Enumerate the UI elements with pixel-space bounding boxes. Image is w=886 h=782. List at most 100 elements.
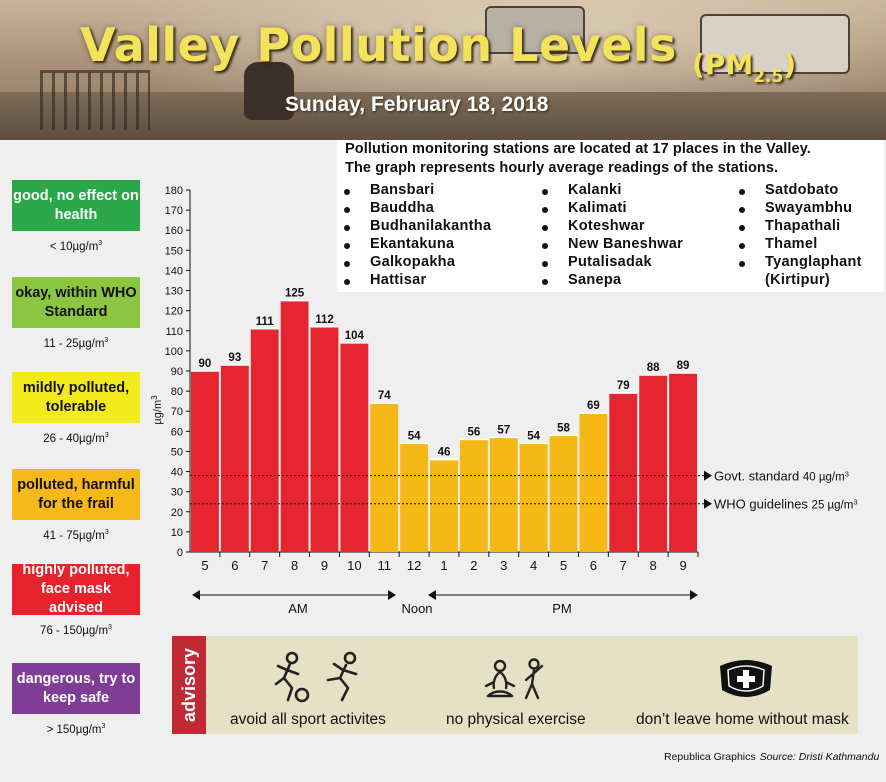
y-tick-label: 150 <box>165 245 183 257</box>
exercise-icon <box>484 658 544 700</box>
station-bullet <box>344 207 350 213</box>
y-axis-label: µg/m3 <box>150 395 164 425</box>
pm-label: PM <box>552 601 572 616</box>
bar <box>430 459 458 552</box>
bar <box>220 364 249 552</box>
x-tick-label: 8 <box>650 558 657 573</box>
station-bullet <box>542 207 548 213</box>
legend-range: 76 - 150µg/m3 <box>12 624 140 637</box>
x-tick-label: 5 <box>560 558 567 573</box>
bar-value-label: 74 <box>378 390 391 402</box>
bar-value-label: 57 <box>497 424 510 436</box>
bar-value-label: 111 <box>256 316 275 328</box>
y-tick-label: 140 <box>165 265 183 277</box>
y-tick-label: 50 <box>171 446 183 458</box>
y-tick-label: 160 <box>165 225 183 237</box>
x-axis: 5 6 7 8 9 10 11 12 1 2 3 4 5 6 7 8 9AM Noon PM <box>192 552 699 616</box>
station-name: Bauddha <box>370 200 435 216</box>
bar-value-label: 56 <box>467 426 480 438</box>
bar-value-label: 79 <box>617 380 630 392</box>
info-line-2: The graph represents hourly average read… <box>345 160 779 176</box>
bar-value-label: 90 <box>199 358 212 370</box>
credit-graphics: Republica Graphics <box>664 751 756 763</box>
station-bullet <box>542 279 548 285</box>
station-bullet <box>344 189 350 195</box>
legend-range-text: 76 - 150µg/m <box>40 624 109 637</box>
banner-car <box>485 6 585 54</box>
station-bullet <box>542 243 548 249</box>
x-tick-label: 4 <box>530 558 537 573</box>
station-name: Hattisar <box>370 272 427 288</box>
bar <box>669 373 697 552</box>
bar-value-label: 89 <box>677 360 690 372</box>
bar <box>549 435 578 552</box>
station-bullet <box>739 261 745 267</box>
bar <box>310 326 339 552</box>
legend-range-text: > 150µg/m <box>46 723 102 736</box>
bar-value-label: 69 <box>587 400 600 412</box>
bar <box>489 437 518 552</box>
page-date: Sunday, February 18, 2018 <box>285 93 549 116</box>
am-label: AM <box>288 601 308 616</box>
credit-line: Republica Graphics Source: Dristi Kathman… <box>664 751 879 763</box>
bar <box>191 371 219 552</box>
reference-label: Govt. standard 40 µg/m3 <box>714 469 849 484</box>
station-name: Thamel <box>765 236 818 252</box>
bar-value-label: 54 <box>527 430 540 442</box>
x-tick-label: 11 <box>377 558 391 573</box>
stations-info-panel <box>337 140 884 292</box>
x-tick-label: 6 <box>231 558 238 573</box>
bar <box>250 328 279 552</box>
x-tick-label: 10 <box>347 558 361 573</box>
x-tick-label: 7 <box>620 558 627 573</box>
bar <box>370 403 399 552</box>
y-tick-label: 180 <box>165 185 183 197</box>
station-bullet <box>344 261 350 267</box>
banner-motorbike <box>244 62 294 120</box>
station-name: Tyanglaphant <box>765 254 862 270</box>
legend-range-text: 26 - 40µg/m <box>43 432 105 445</box>
station-name: Kalimati <box>568 200 627 216</box>
am-range-arrow <box>192 590 200 600</box>
station-name: Satdobato <box>765 182 839 198</box>
station-name: Putalisadak <box>568 254 652 270</box>
bar <box>459 439 488 552</box>
station-name: Budhanilakantha <box>370 218 492 234</box>
station-bullet <box>344 225 350 231</box>
station-bullet <box>344 279 350 285</box>
title-pm-text: (PM <box>692 48 754 81</box>
y-tick-label: 80 <box>171 386 183 398</box>
pm-range-arrow <box>690 590 698 600</box>
legend-range-sup: 3 <box>108 624 112 631</box>
bar <box>340 342 369 552</box>
legend-item: highly polluted, face mask advised <box>12 562 140 616</box>
legend-item: polluted, harmful for the frail <box>12 469 140 520</box>
y-tick-label: 40 <box>171 467 183 479</box>
mask-icon <box>720 660 772 697</box>
bar-value-label: 104 <box>345 330 365 342</box>
x-tick-label: 8 <box>291 558 298 573</box>
am-range-arrow <box>388 590 396 600</box>
station-bullet <box>344 243 350 249</box>
legend-range-sup: 3 <box>98 240 103 247</box>
sports-icon <box>274 651 358 703</box>
title-pm-close: ) <box>783 48 797 81</box>
advisory-text-exercise: no physical exercise <box>446 711 586 728</box>
legend-range: < 10µg/m3 <box>12 240 140 253</box>
bar <box>280 300 309 552</box>
x-tick-label: 12 <box>407 558 421 573</box>
legend-item: okay, within WHO Standard <box>12 277 140 328</box>
advisory-tab-label: advisory <box>179 647 199 723</box>
bar <box>639 375 668 552</box>
legend-range-text: < 10µg/m <box>49 240 99 253</box>
station-bullet <box>739 207 745 213</box>
legend-range: > 150µg/m3 <box>12 723 140 736</box>
y-tick-label: 130 <box>165 286 183 298</box>
station-name: Thapathali <box>765 218 841 234</box>
station-bullet <box>542 261 548 267</box>
station-bullet <box>542 225 548 231</box>
bar <box>519 443 548 552</box>
bar-value-label: 46 <box>438 446 451 458</box>
station-name: New Baneshwar <box>568 236 684 252</box>
reference-label: WHO guidelines 25 µg/m3 <box>714 497 858 512</box>
